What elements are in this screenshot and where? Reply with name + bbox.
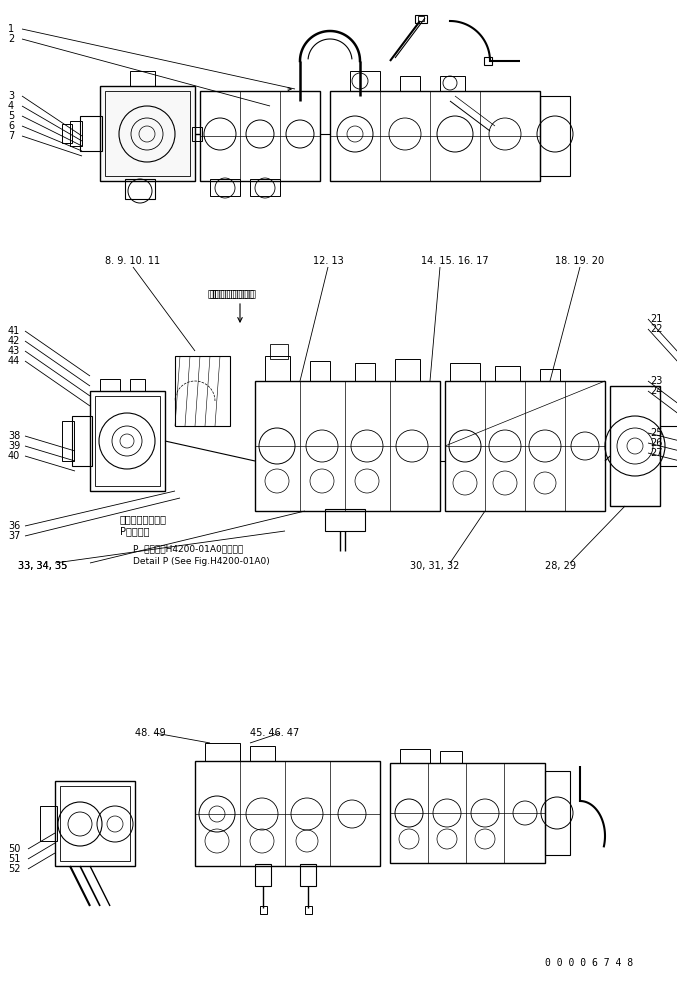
Bar — [350, 71, 380, 91]
Text: 2: 2 — [8, 34, 14, 44]
Text: 48. 49: 48. 49 — [135, 728, 166, 738]
Bar — [100, 86, 195, 181]
Bar — [60, 786, 130, 861]
Text: 38: 38 — [8, 431, 20, 441]
Text: 45. 46. 47: 45. 46. 47 — [250, 728, 299, 738]
Text: 3: 3 — [8, 91, 14, 101]
Text: 28, 29: 28, 29 — [545, 561, 576, 571]
Bar — [90, 391, 165, 491]
Text: 作動油タンクより: 作動油タンクより — [210, 288, 257, 298]
Text: 0 0 0 0 6 7 4 8: 0 0 0 0 6 7 4 8 — [545, 958, 633, 968]
Text: 40: 40 — [8, 451, 20, 461]
Bar — [125, 179, 155, 199]
Text: 作動油タンクより: 作動油タンクより — [208, 288, 255, 298]
Bar — [330, 91, 540, 181]
Text: 25: 25 — [650, 428, 663, 438]
Text: 51: 51 — [8, 854, 20, 864]
Bar — [130, 379, 145, 391]
Text: Detail P (See Fig.H4200-01A0): Detail P (See Fig.H4200-01A0) — [133, 556, 269, 565]
Bar — [175, 356, 230, 426]
Bar — [440, 751, 462, 763]
Text: 33, 34, 35: 33, 34, 35 — [18, 561, 68, 571]
Bar — [255, 381, 440, 511]
Bar — [72, 416, 92, 466]
Bar — [105, 91, 190, 176]
Bar — [325, 509, 365, 531]
Text: 41: 41 — [8, 326, 20, 336]
Bar — [210, 179, 240, 196]
Text: 8. 9. 10. 11: 8. 9. 10. 11 — [106, 256, 160, 266]
Bar — [250, 179, 280, 196]
Bar — [200, 91, 320, 181]
Bar — [355, 363, 375, 381]
Text: 26: 26 — [650, 438, 662, 448]
Bar — [310, 361, 330, 381]
Bar — [100, 379, 120, 391]
Bar — [440, 76, 465, 91]
Bar — [390, 763, 545, 863]
Bar — [660, 426, 677, 466]
Text: 18. 19. 20: 18. 19. 20 — [555, 256, 605, 266]
Text: 33, 34, 35: 33, 34, 35 — [18, 561, 68, 571]
Text: 44: 44 — [8, 356, 20, 366]
Bar — [260, 906, 267, 914]
Text: 5: 5 — [8, 111, 14, 121]
Bar — [95, 396, 160, 486]
Text: 42: 42 — [8, 336, 20, 346]
Text: 50: 50 — [8, 844, 20, 854]
Bar — [192, 127, 202, 141]
Text: 6: 6 — [8, 121, 14, 131]
Text: 43: 43 — [8, 346, 20, 356]
Bar — [250, 746, 275, 761]
Text: 23: 23 — [650, 376, 662, 386]
Text: 52: 52 — [8, 864, 20, 874]
Text: 36: 36 — [8, 521, 20, 531]
Bar — [265, 356, 290, 381]
Bar — [400, 749, 430, 763]
Bar — [40, 806, 57, 841]
Bar — [484, 57, 492, 65]
Text: 1: 1 — [8, 24, 14, 34]
Bar — [270, 344, 288, 359]
Bar — [130, 71, 155, 86]
Bar — [445, 381, 605, 511]
Bar — [255, 864, 271, 886]
Bar — [205, 743, 240, 761]
Text: オービットロール: オービットロール — [120, 514, 167, 524]
Bar — [395, 359, 420, 381]
Bar — [540, 369, 560, 381]
Text: 4: 4 — [8, 101, 14, 111]
Bar — [545, 771, 570, 855]
Bar — [195, 761, 380, 866]
Text: 7: 7 — [8, 131, 14, 141]
Bar — [62, 124, 72, 143]
Bar — [415, 15, 427, 23]
Bar — [495, 366, 520, 381]
Text: 37: 37 — [8, 531, 20, 541]
Bar — [540, 96, 570, 176]
Bar — [62, 421, 74, 461]
Text: Pポートへ: Pポートへ — [120, 526, 150, 536]
Bar — [400, 76, 420, 91]
Text: 39: 39 — [8, 441, 20, 451]
Bar — [300, 864, 316, 886]
Bar — [80, 116, 102, 151]
Text: 21: 21 — [650, 314, 662, 324]
Text: 30, 31, 32: 30, 31, 32 — [410, 561, 460, 571]
Text: 14. 15. 16. 17: 14. 15. 16. 17 — [421, 256, 489, 266]
Bar — [610, 386, 660, 506]
Bar — [70, 121, 82, 146]
Text: 24: 24 — [650, 386, 662, 396]
Text: 22: 22 — [650, 324, 663, 334]
Text: 12. 13: 12. 13 — [313, 256, 343, 266]
Bar — [55, 781, 135, 866]
Bar — [418, 16, 424, 21]
Text: 27: 27 — [650, 448, 663, 458]
Bar — [305, 906, 312, 914]
Bar — [450, 363, 480, 381]
Text: P  詳細（第H4200-01A0図参照）: P 詳細（第H4200-01A0図参照） — [133, 544, 243, 553]
